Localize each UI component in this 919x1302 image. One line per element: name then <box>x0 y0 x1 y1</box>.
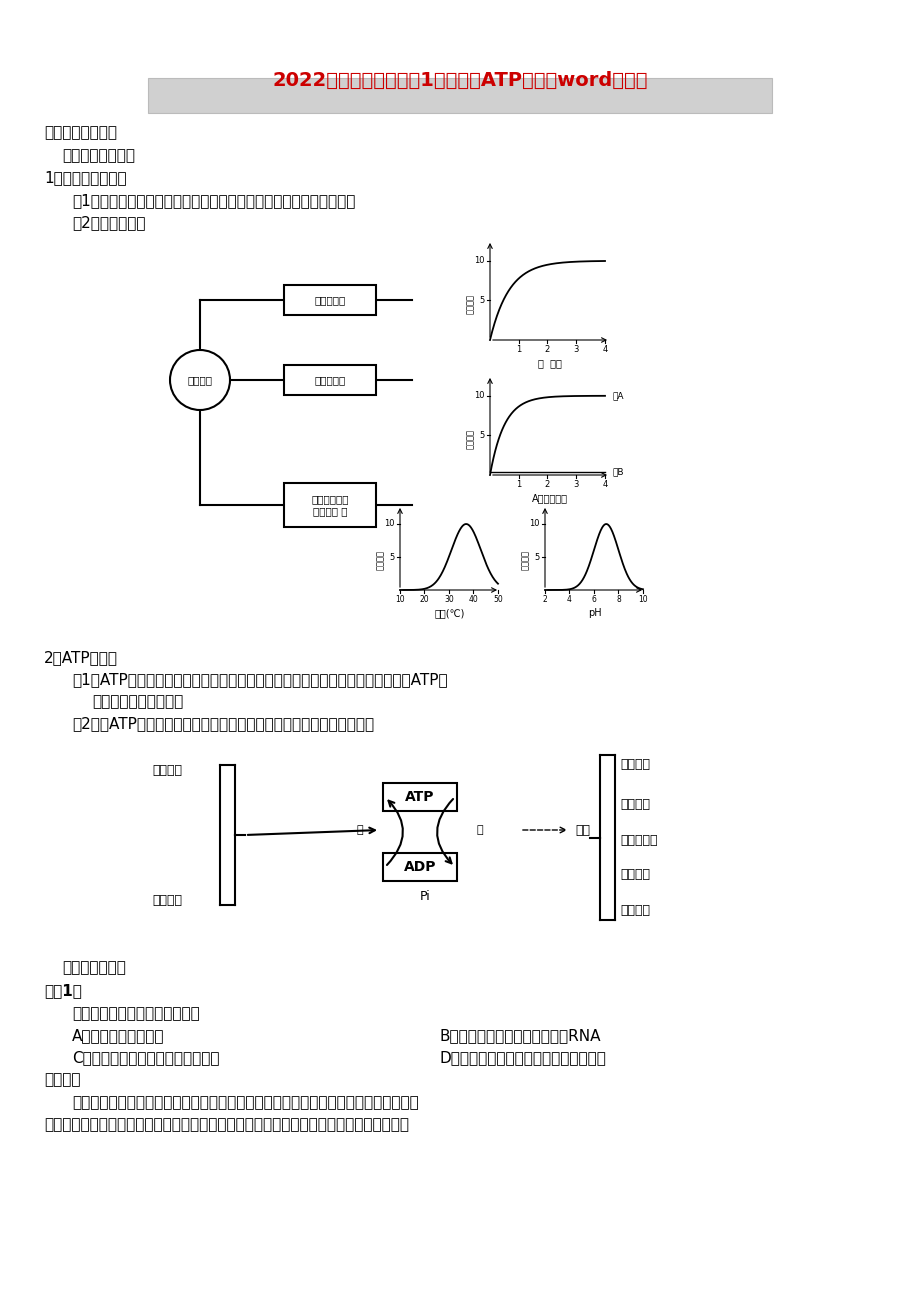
Text: ATP: ATP <box>404 790 435 805</box>
Text: 1: 1 <box>516 480 521 490</box>
Text: 体温维持: 体温维持 <box>619 904 650 917</box>
Text: 【例1】: 【例1】 <box>44 983 82 999</box>
Text: A反应物浓度: A反应物浓度 <box>531 493 567 503</box>
Text: 1．酶的发现与特性: 1．酶的发现与特性 <box>44 171 127 185</box>
FancyBboxPatch shape <box>284 365 376 395</box>
Text: 4: 4 <box>602 345 607 354</box>
Text: （2）酶的特性：: （2）酶的特性： <box>72 215 145 230</box>
Text: 本题是对酶的基本性质的考查。酶是活细胞产生的具有催化能力的化学物质，具有三个: 本题是对酶的基本性质的考查。酶是活细胞产生的具有催化能力的化学物质，具有三个 <box>72 1095 418 1111</box>
FancyBboxPatch shape <box>382 853 457 881</box>
Text: 2．ATP与能量: 2．ATP与能量 <box>44 650 118 665</box>
Text: ADP: ADP <box>403 861 436 874</box>
FancyBboxPatch shape <box>382 783 457 811</box>
Text: 10: 10 <box>384 519 394 529</box>
Text: 3: 3 <box>573 480 578 490</box>
Text: 3: 3 <box>573 345 578 354</box>
Text: （二）考点例析: （二）考点例析 <box>62 960 126 975</box>
Text: 2022年苏教版生物必修1第一节《ATP和酶》word学案三: 2022年苏教版生物必修1第一节《ATP和酶》word学案三 <box>272 70 647 90</box>
Text: 酶的专一性: 酶的专一性 <box>314 375 346 385</box>
Text: 酶: 酶 <box>476 825 482 835</box>
Text: 酶  浓度: 酶 浓度 <box>538 358 562 368</box>
FancyBboxPatch shape <box>284 285 376 315</box>
Text: 10: 10 <box>474 392 484 400</box>
Text: 30: 30 <box>444 595 453 604</box>
Text: 神经传导: 神经传导 <box>619 798 650 811</box>
Text: 4: 4 <box>602 480 607 490</box>
Text: 一、考点内容全解: 一、考点内容全解 <box>44 125 117 141</box>
Text: 下列关于酶的叙述，不正确的是: 下列关于酶的叙述，不正确的是 <box>72 1006 199 1021</box>
Text: 10: 10 <box>638 595 647 604</box>
Text: 特性。酶虽然是活细胞产生的，但酶不仅在细胞内具有催化作用，在细胞外的适宜环境中也: 特性。酶虽然是活细胞产生的，但酶不仅在细胞内具有催化作用，在细胞外的适宜环境中也 <box>44 1117 409 1131</box>
Text: 10: 10 <box>474 256 484 266</box>
Text: 4: 4 <box>566 595 572 604</box>
Text: 光合作用: 光合作用 <box>152 893 182 906</box>
Text: 2: 2 <box>542 595 547 604</box>
Text: 生物合成: 生物合成 <box>619 868 650 881</box>
Text: 20: 20 <box>419 595 429 604</box>
Text: 呼吸作用: 呼吸作用 <box>152 763 182 776</box>
Text: 酶的高效性: 酶的高效性 <box>314 296 346 305</box>
Text: 6: 6 <box>591 595 596 604</box>
FancyBboxPatch shape <box>148 78 771 113</box>
Text: D．淀粉酶不能催化麦芽糖分解成葡萄糖: D．淀粉酶不能催化麦芽糖分解成葡萄糖 <box>439 1049 607 1065</box>
Text: 酶的特性: 酶的特性 <box>187 375 212 385</box>
Text: （1）ATP是生命活动的直接能量来源，但它在细胞内的含量并不高，因此细胞内ATP的: （1）ATP是生命活动的直接能量来源，但它在细胞内的含量并不高，因此细胞内ATP… <box>72 672 448 687</box>
Text: 【解析】: 【解析】 <box>44 1072 81 1087</box>
Text: 反应速度: 反应速度 <box>520 549 529 570</box>
Text: 50: 50 <box>493 595 503 604</box>
Text: 5: 5 <box>479 431 484 440</box>
Text: 反应速度: 反应速度 <box>375 549 384 570</box>
Text: 5: 5 <box>390 552 394 561</box>
Text: 酶: 酶 <box>357 825 363 835</box>
Text: B．酶大多数是蛋白质，少量是RNA: B．酶大多数是蛋白质，少量是RNA <box>439 1029 601 1043</box>
Text: （一）本讲考什么: （一）本讲考什么 <box>62 148 135 163</box>
Text: 40: 40 <box>468 595 478 604</box>
Text: 8: 8 <box>616 595 620 604</box>
Circle shape <box>170 350 230 410</box>
Text: 酶B: 酶B <box>612 467 624 477</box>
Text: 2: 2 <box>544 345 550 354</box>
Text: pH: pH <box>587 608 601 618</box>
Text: C．酶只有在细胞内才具有催化功能: C．酶只有在细胞内才具有催化功能 <box>72 1049 220 1065</box>
FancyBboxPatch shape <box>284 483 376 527</box>
Text: A．酶的催化效率很高: A．酶的催化效率很高 <box>72 1029 165 1043</box>
Text: 5: 5 <box>479 296 484 305</box>
Text: 酶A: 酶A <box>612 392 624 400</box>
Text: 温度(℃): 温度(℃) <box>435 608 465 618</box>
Text: 吸收、分泌: 吸收、分泌 <box>619 833 657 846</box>
Text: 肌肉收缩: 肌肉收缩 <box>619 759 650 772</box>
Text: 5: 5 <box>534 552 539 561</box>
Text: 能量: 能量 <box>574 823 589 836</box>
Text: 10: 10 <box>395 595 404 604</box>
Text: 酶活性受外界
条件的影 响: 酶活性受外界 条件的影 响 <box>311 495 348 516</box>
Text: 反应速度: 反应速度 <box>465 294 474 314</box>
Text: Pi: Pi <box>419 891 430 904</box>
Text: 反应速度: 反应速度 <box>465 428 474 449</box>
Text: 1: 1 <box>516 345 521 354</box>
Text: 10: 10 <box>529 519 539 529</box>
Text: （2）在ATP的形成与分解时都涉及到能量，但两者能量的性质有差异。: （2）在ATP的形成与分解时都涉及到能量，但两者能量的性质有差异。 <box>72 716 374 730</box>
Text: 形成与分解相当频繁。: 形成与分解相当频繁。 <box>92 694 183 710</box>
Text: 2: 2 <box>544 480 550 490</box>
Text: （1）酶的发现：按时间顺序了解酶本质的研究历程及研究方法的精妙: （1）酶的发现：按时间顺序了解酶本质的研究历程及研究方法的精妙 <box>72 193 355 208</box>
